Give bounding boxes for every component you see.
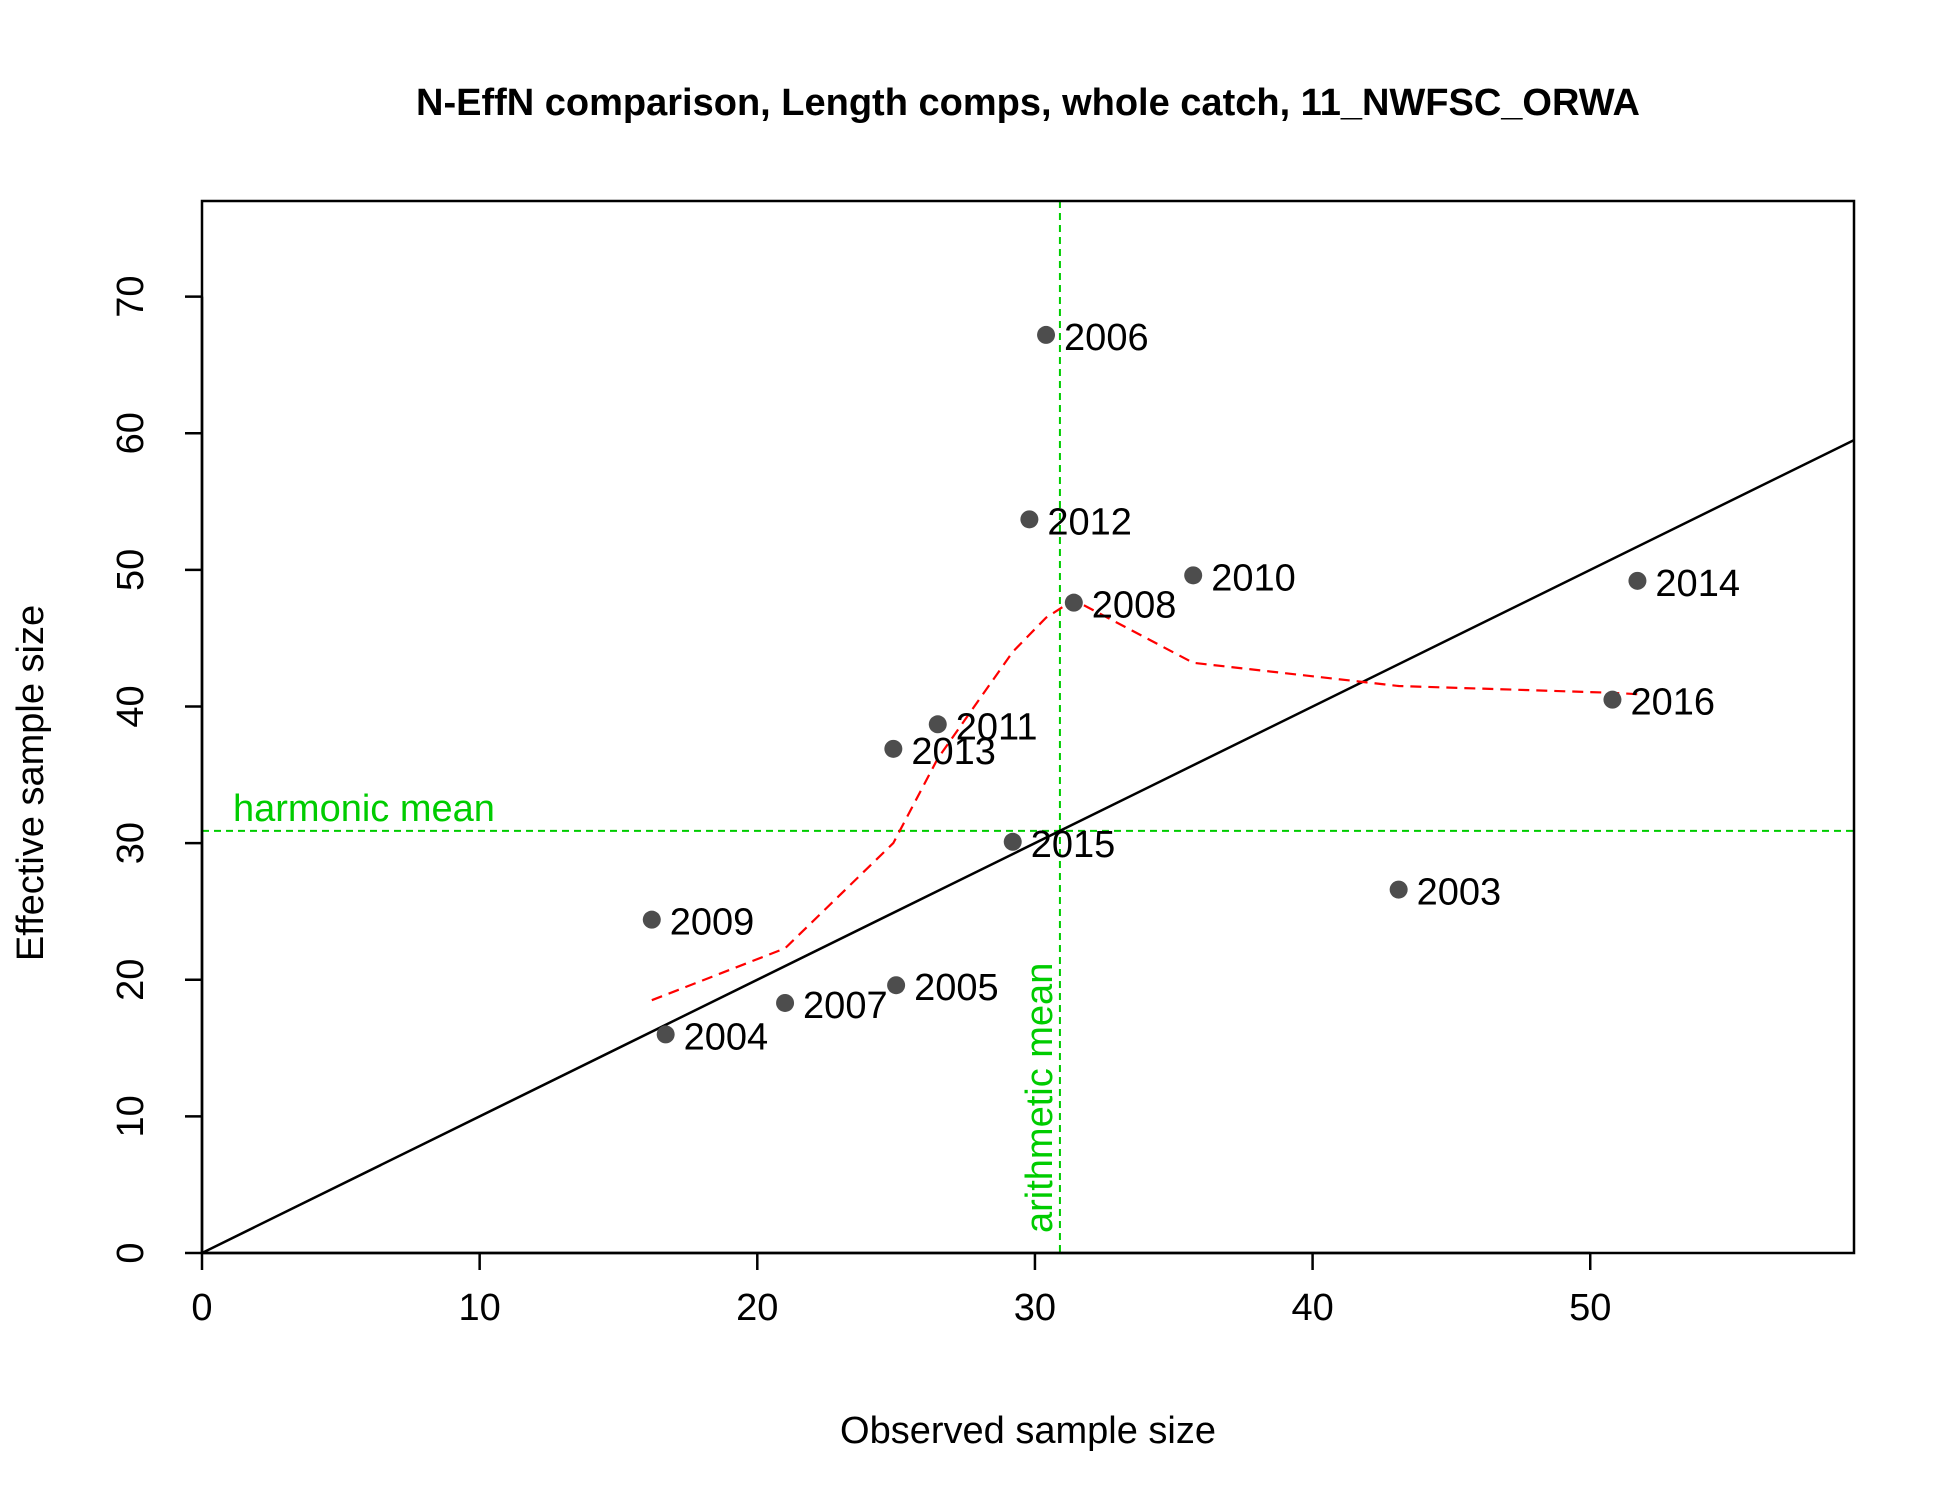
point-label: 2006 (1064, 317, 1149, 359)
y-tick-label: 10 (110, 1095, 152, 1137)
one-to-one-line (202, 438, 1854, 1253)
x-axis-label: Observed sample size (840, 1410, 1216, 1452)
point-label: 2005 (914, 967, 999, 1009)
x-tick-label: 30 (1014, 1287, 1056, 1329)
y-tick-label: 70 (110, 275, 152, 317)
point-label: 2007 (803, 985, 888, 1027)
y-tick-label: 50 (110, 549, 152, 591)
data-point (1628, 571, 1647, 590)
arithmetic-mean-label: arithmetic mean (1019, 963, 1061, 1233)
point-label: 2004 (684, 1016, 769, 1058)
x-tick-label: 0 (191, 1287, 212, 1329)
harmonic-mean-label: harmonic mean (233, 788, 495, 830)
data-point (884, 739, 903, 758)
data-point (1064, 593, 1083, 612)
data-point (1184, 566, 1203, 585)
point-label: 2010 (1211, 557, 1296, 599)
smoother-line (651, 598, 1638, 1002)
data-point (776, 993, 795, 1012)
plot-area (202, 201, 1854, 1253)
plot-frame (200, 199, 1856, 1255)
point-label: 2012 (1047, 501, 1132, 543)
point-label: 2008 (1092, 585, 1177, 627)
chart-title: N-EffN comparison, Length comps, whole c… (416, 82, 1640, 124)
y-tick-label: 30 (110, 822, 152, 864)
y-tick-label: 0 (110, 1242, 152, 1263)
point-label: 2003 (1417, 872, 1502, 914)
x-tick-label: 50 (1569, 1287, 1611, 1329)
point-label: 2009 (670, 902, 755, 944)
point-label: 2011 (956, 706, 1038, 748)
data-point (1037, 325, 1056, 344)
y-tick-label: 20 (110, 959, 152, 1001)
data-point (887, 976, 906, 995)
data-point (1020, 510, 1039, 529)
data-point (1003, 832, 1022, 851)
data-point (928, 715, 947, 734)
point-label: 2014 (1655, 563, 1740, 605)
y-axis-label: Effective sample size (10, 605, 52, 961)
point-label: 2015 (1031, 824, 1116, 866)
data-point (1603, 690, 1622, 709)
point-labels: 2003 2004 2005 2006 2007 2008 2009 2010 2011 2012… (233, 317, 1740, 1233)
data-point (656, 1025, 675, 1044)
y-tick-label: 60 (110, 412, 152, 454)
y-tick-label: 40 (110, 685, 152, 727)
point-label: 2016 (1630, 682, 1715, 724)
x-tick-label: 20 (736, 1287, 778, 1329)
data-point (642, 910, 661, 929)
x-tick-label: 10 (459, 1287, 501, 1329)
x-tick-label: 40 (1291, 1287, 1333, 1329)
point-label: 2013 (911, 731, 996, 773)
data-point (1389, 880, 1408, 899)
